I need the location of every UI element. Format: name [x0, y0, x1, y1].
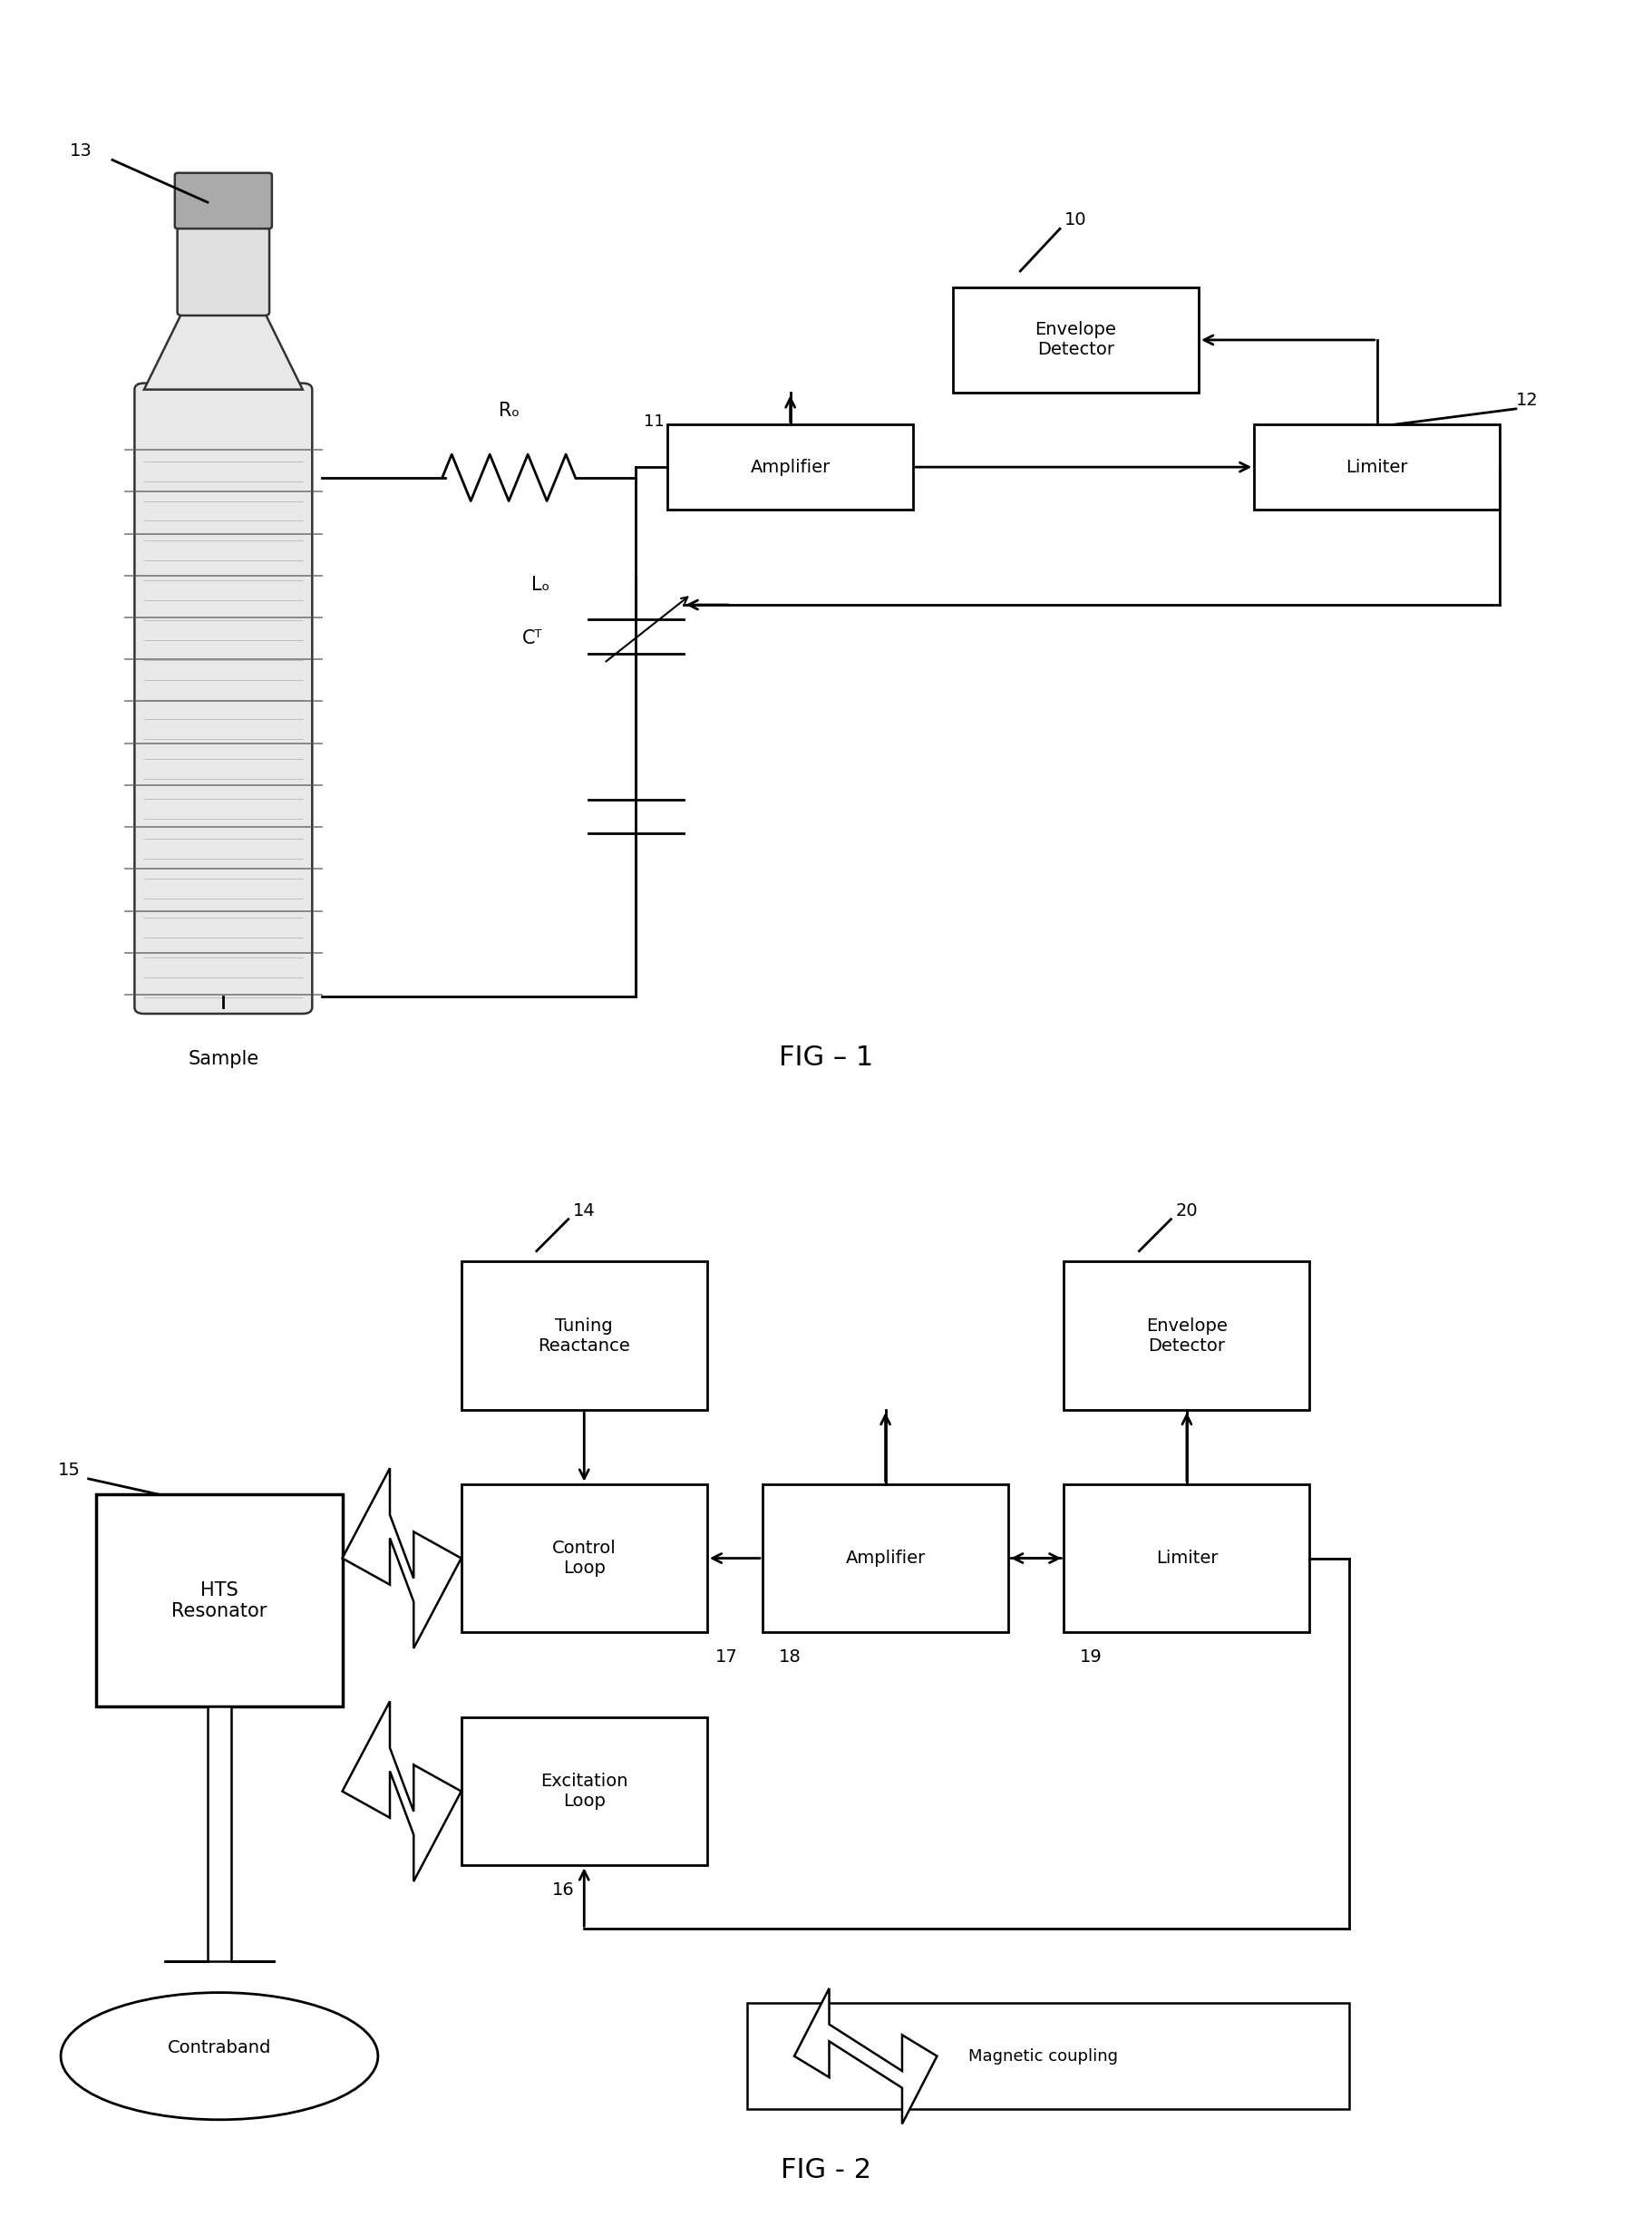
FancyBboxPatch shape — [175, 173, 273, 228]
Text: Rₒ: Rₒ — [499, 401, 519, 419]
Text: Sample: Sample — [188, 1050, 259, 1068]
Bar — [747, 2003, 1350, 2110]
Bar — [1064, 1261, 1310, 1409]
Text: 16: 16 — [552, 1881, 575, 1899]
Text: Contraband: Contraband — [167, 2039, 271, 2056]
Bar — [461, 1717, 707, 1866]
Text: Tuning
Reactance: Tuning Reactance — [539, 1316, 631, 1354]
Text: 18: 18 — [778, 1649, 801, 1666]
Text: 13: 13 — [69, 142, 93, 160]
Text: FIG – 1: FIG – 1 — [778, 1044, 874, 1070]
Text: Amplifier: Amplifier — [846, 1549, 925, 1567]
Bar — [96, 1494, 342, 1706]
FancyBboxPatch shape — [134, 383, 312, 1013]
Text: Control
Loop: Control Loop — [552, 1540, 616, 1578]
Polygon shape — [795, 1988, 937, 2123]
Text: Cᵀ: Cᵀ — [522, 629, 544, 647]
Text: Excitation
Loop: Excitation Loop — [540, 1773, 628, 1810]
Text: Lₒ: Lₒ — [532, 576, 550, 594]
Text: Magnetic coupling: Magnetic coupling — [968, 2048, 1118, 2065]
FancyBboxPatch shape — [177, 224, 269, 315]
Bar — [953, 288, 1199, 392]
Bar — [461, 1261, 707, 1409]
Text: 11: 11 — [644, 414, 664, 430]
Text: 14: 14 — [573, 1201, 595, 1219]
Bar — [1064, 1485, 1310, 1633]
Text: HTS
Resonator: HTS Resonator — [172, 1580, 268, 1620]
Text: Limiter: Limiter — [1156, 1549, 1218, 1567]
Bar — [667, 425, 914, 510]
Polygon shape — [164, 1706, 274, 1961]
Text: Limiter: Limiter — [1346, 459, 1408, 476]
Text: Envelope
Detector: Envelope Detector — [1036, 321, 1117, 359]
Text: 10: 10 — [1064, 211, 1087, 228]
Text: 12: 12 — [1517, 392, 1538, 408]
Text: 17: 17 — [715, 1649, 737, 1666]
Text: Amplifier: Amplifier — [750, 459, 831, 476]
Bar — [763, 1485, 1008, 1633]
Text: 19: 19 — [1080, 1649, 1102, 1666]
Polygon shape — [144, 312, 302, 390]
Text: 15: 15 — [58, 1463, 81, 1478]
Polygon shape — [342, 1469, 461, 1649]
Text: FIG - 2: FIG - 2 — [781, 2156, 871, 2183]
Bar — [461, 1485, 707, 1633]
Bar — [1254, 425, 1500, 510]
Text: 20: 20 — [1176, 1201, 1198, 1219]
Polygon shape — [342, 1702, 461, 1881]
Text: Envelope
Detector: Envelope Detector — [1146, 1316, 1227, 1354]
Ellipse shape — [61, 1992, 378, 2121]
